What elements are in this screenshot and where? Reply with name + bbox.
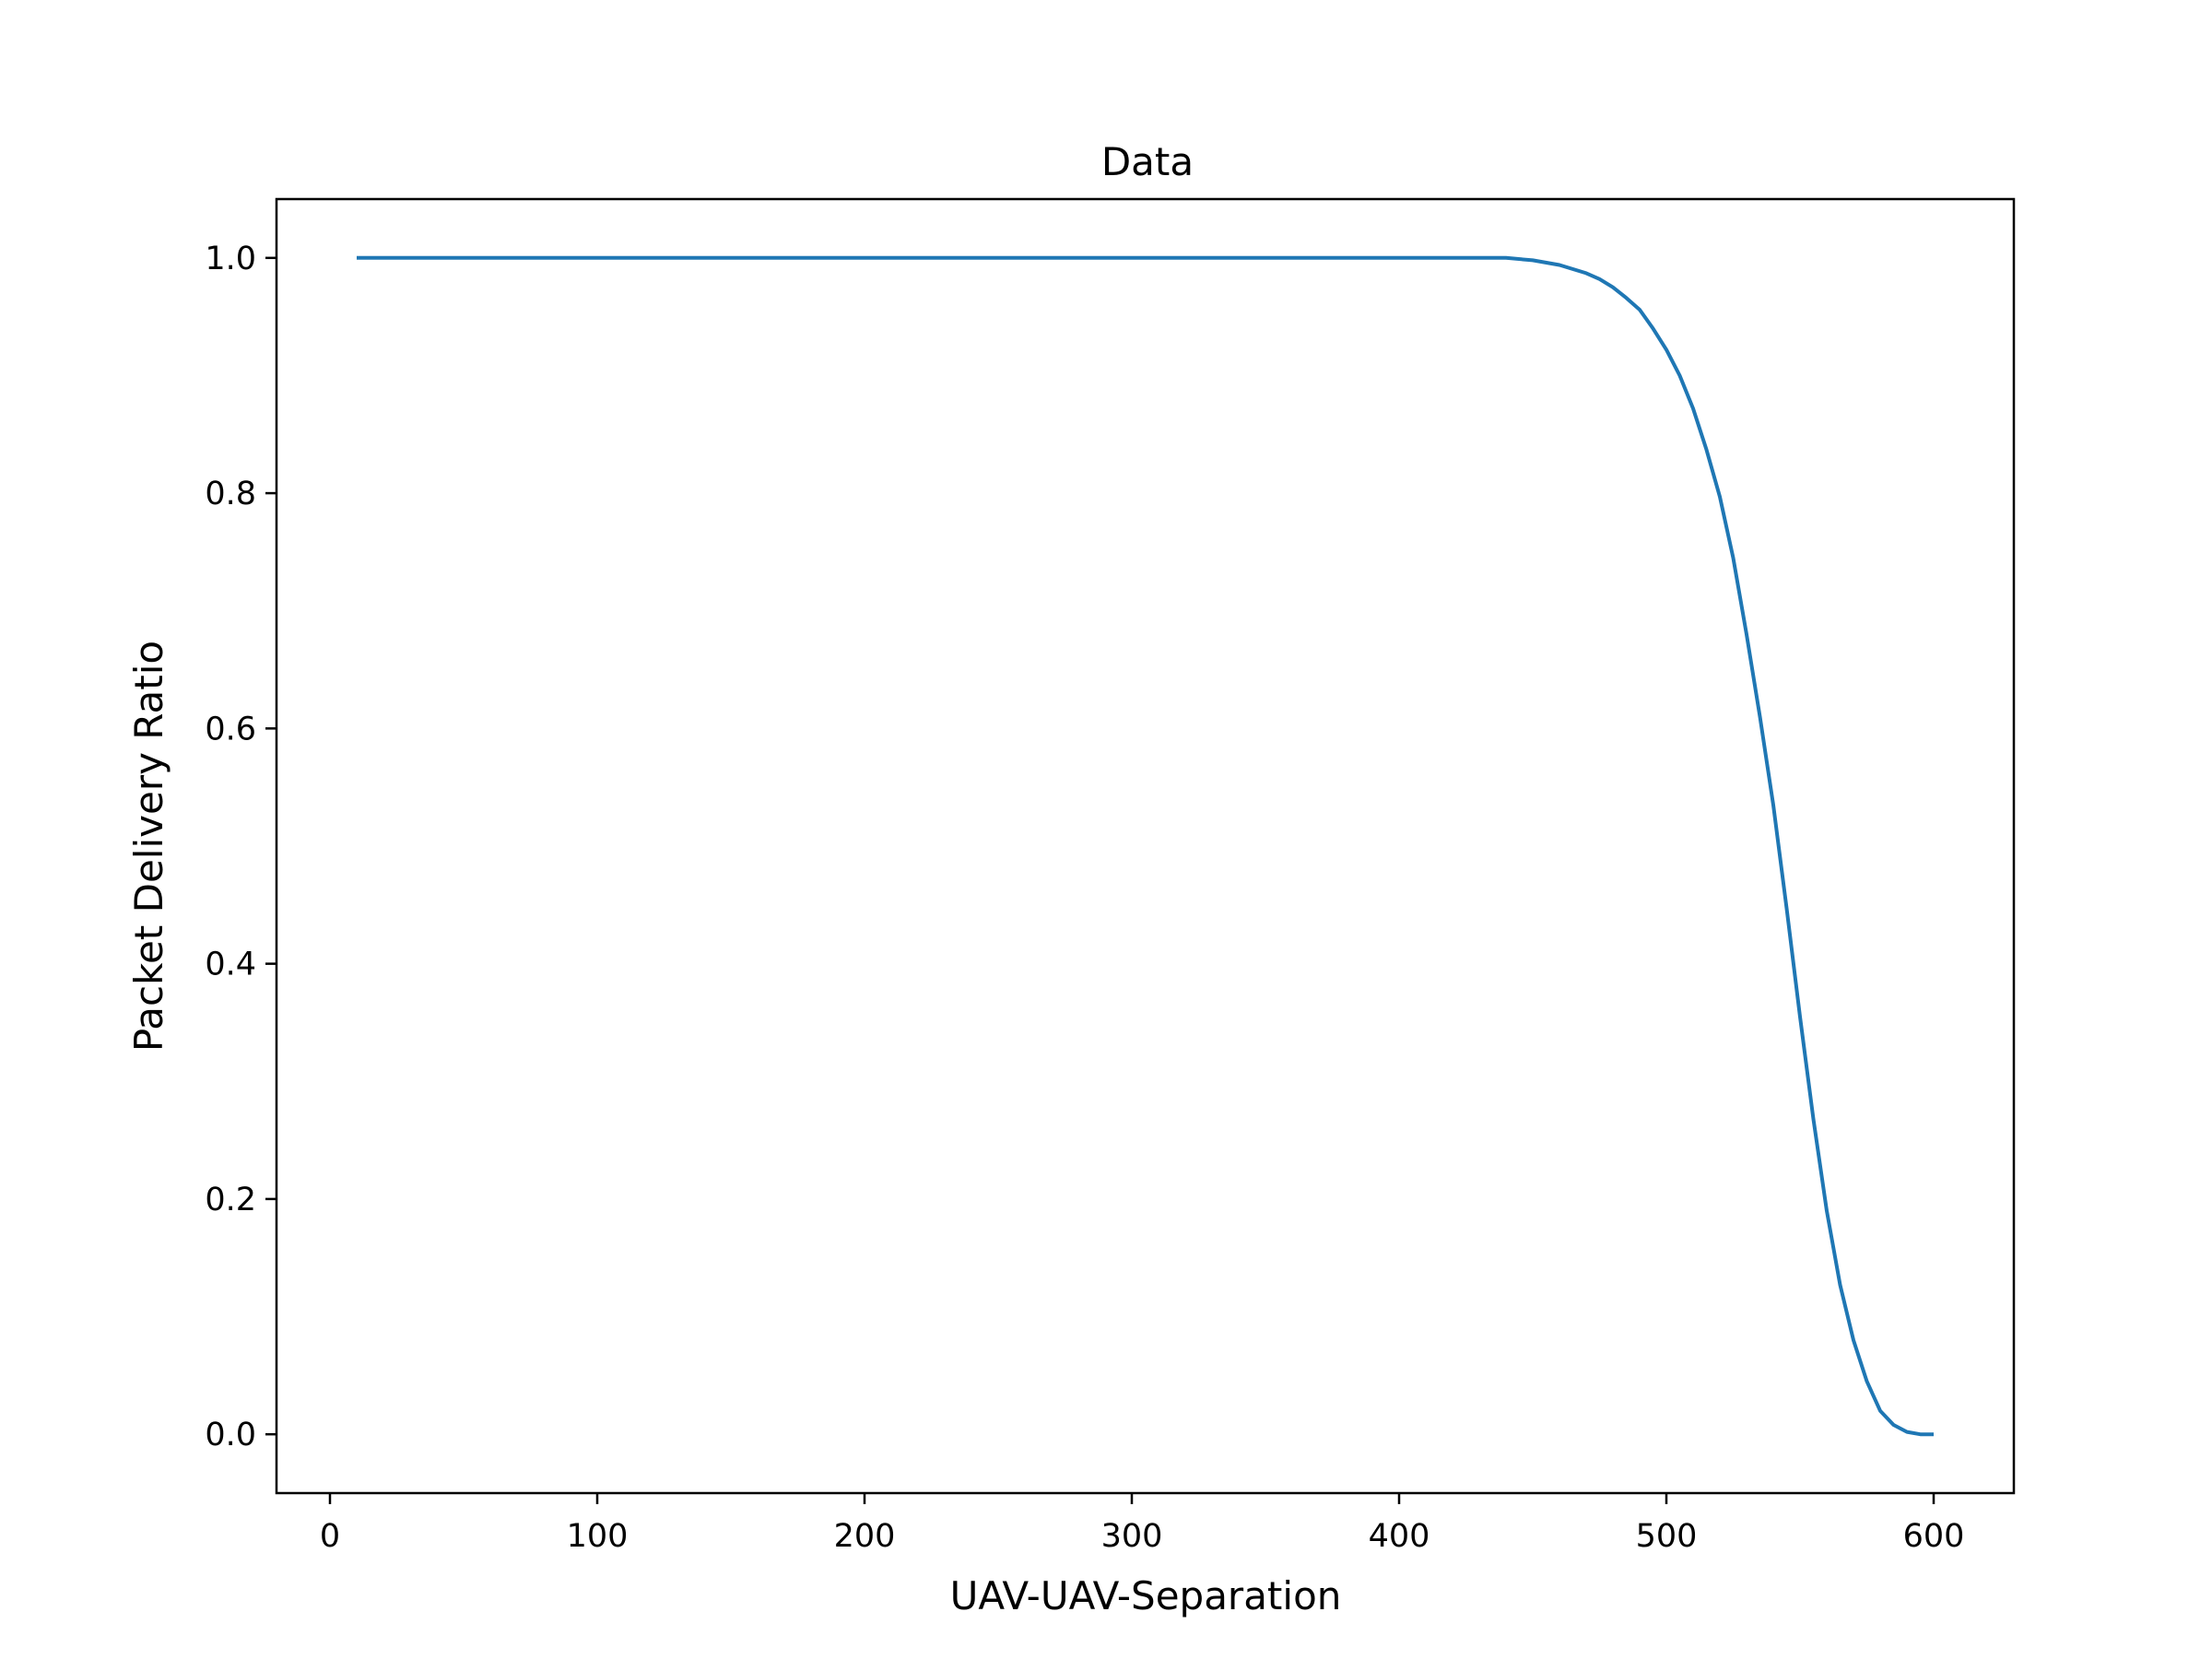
plot-area: [357, 255, 1934, 1437]
y-tick-label: 0.2: [205, 1182, 256, 1218]
x-axis-label: UAV-UAV-Separation: [950, 1573, 1342, 1618]
x-tick-label: 400: [1369, 1518, 1430, 1555]
plot-frame: [275, 197, 2016, 1495]
y-tick-label: 0.4: [205, 947, 256, 983]
x-tick-label: 0: [320, 1518, 340, 1555]
x-tick-label: 600: [1903, 1518, 1965, 1555]
y-tick-label: 0.6: [205, 711, 256, 747]
x-tick-label: 200: [834, 1518, 896, 1555]
y-tick-label: 1.0: [205, 241, 256, 277]
series-line-0: [357, 255, 1934, 1437]
axis-ticks: 0 100 200 300 400 500 600 0.0 0.2 0.4 0.6 0.8 1.0: [205, 241, 1964, 1555]
y-axis-label: Packet Delivery Ratio: [126, 641, 171, 1052]
y-tick-label: 0.0: [205, 1417, 256, 1453]
chart-title: Data: [1101, 139, 1194, 184]
x-tick-label: 500: [1636, 1518, 1698, 1555]
x-tick-label: 300: [1101, 1518, 1163, 1555]
y-tick-label: 0.8: [205, 476, 256, 512]
x-tick-label: 100: [567, 1518, 629, 1555]
